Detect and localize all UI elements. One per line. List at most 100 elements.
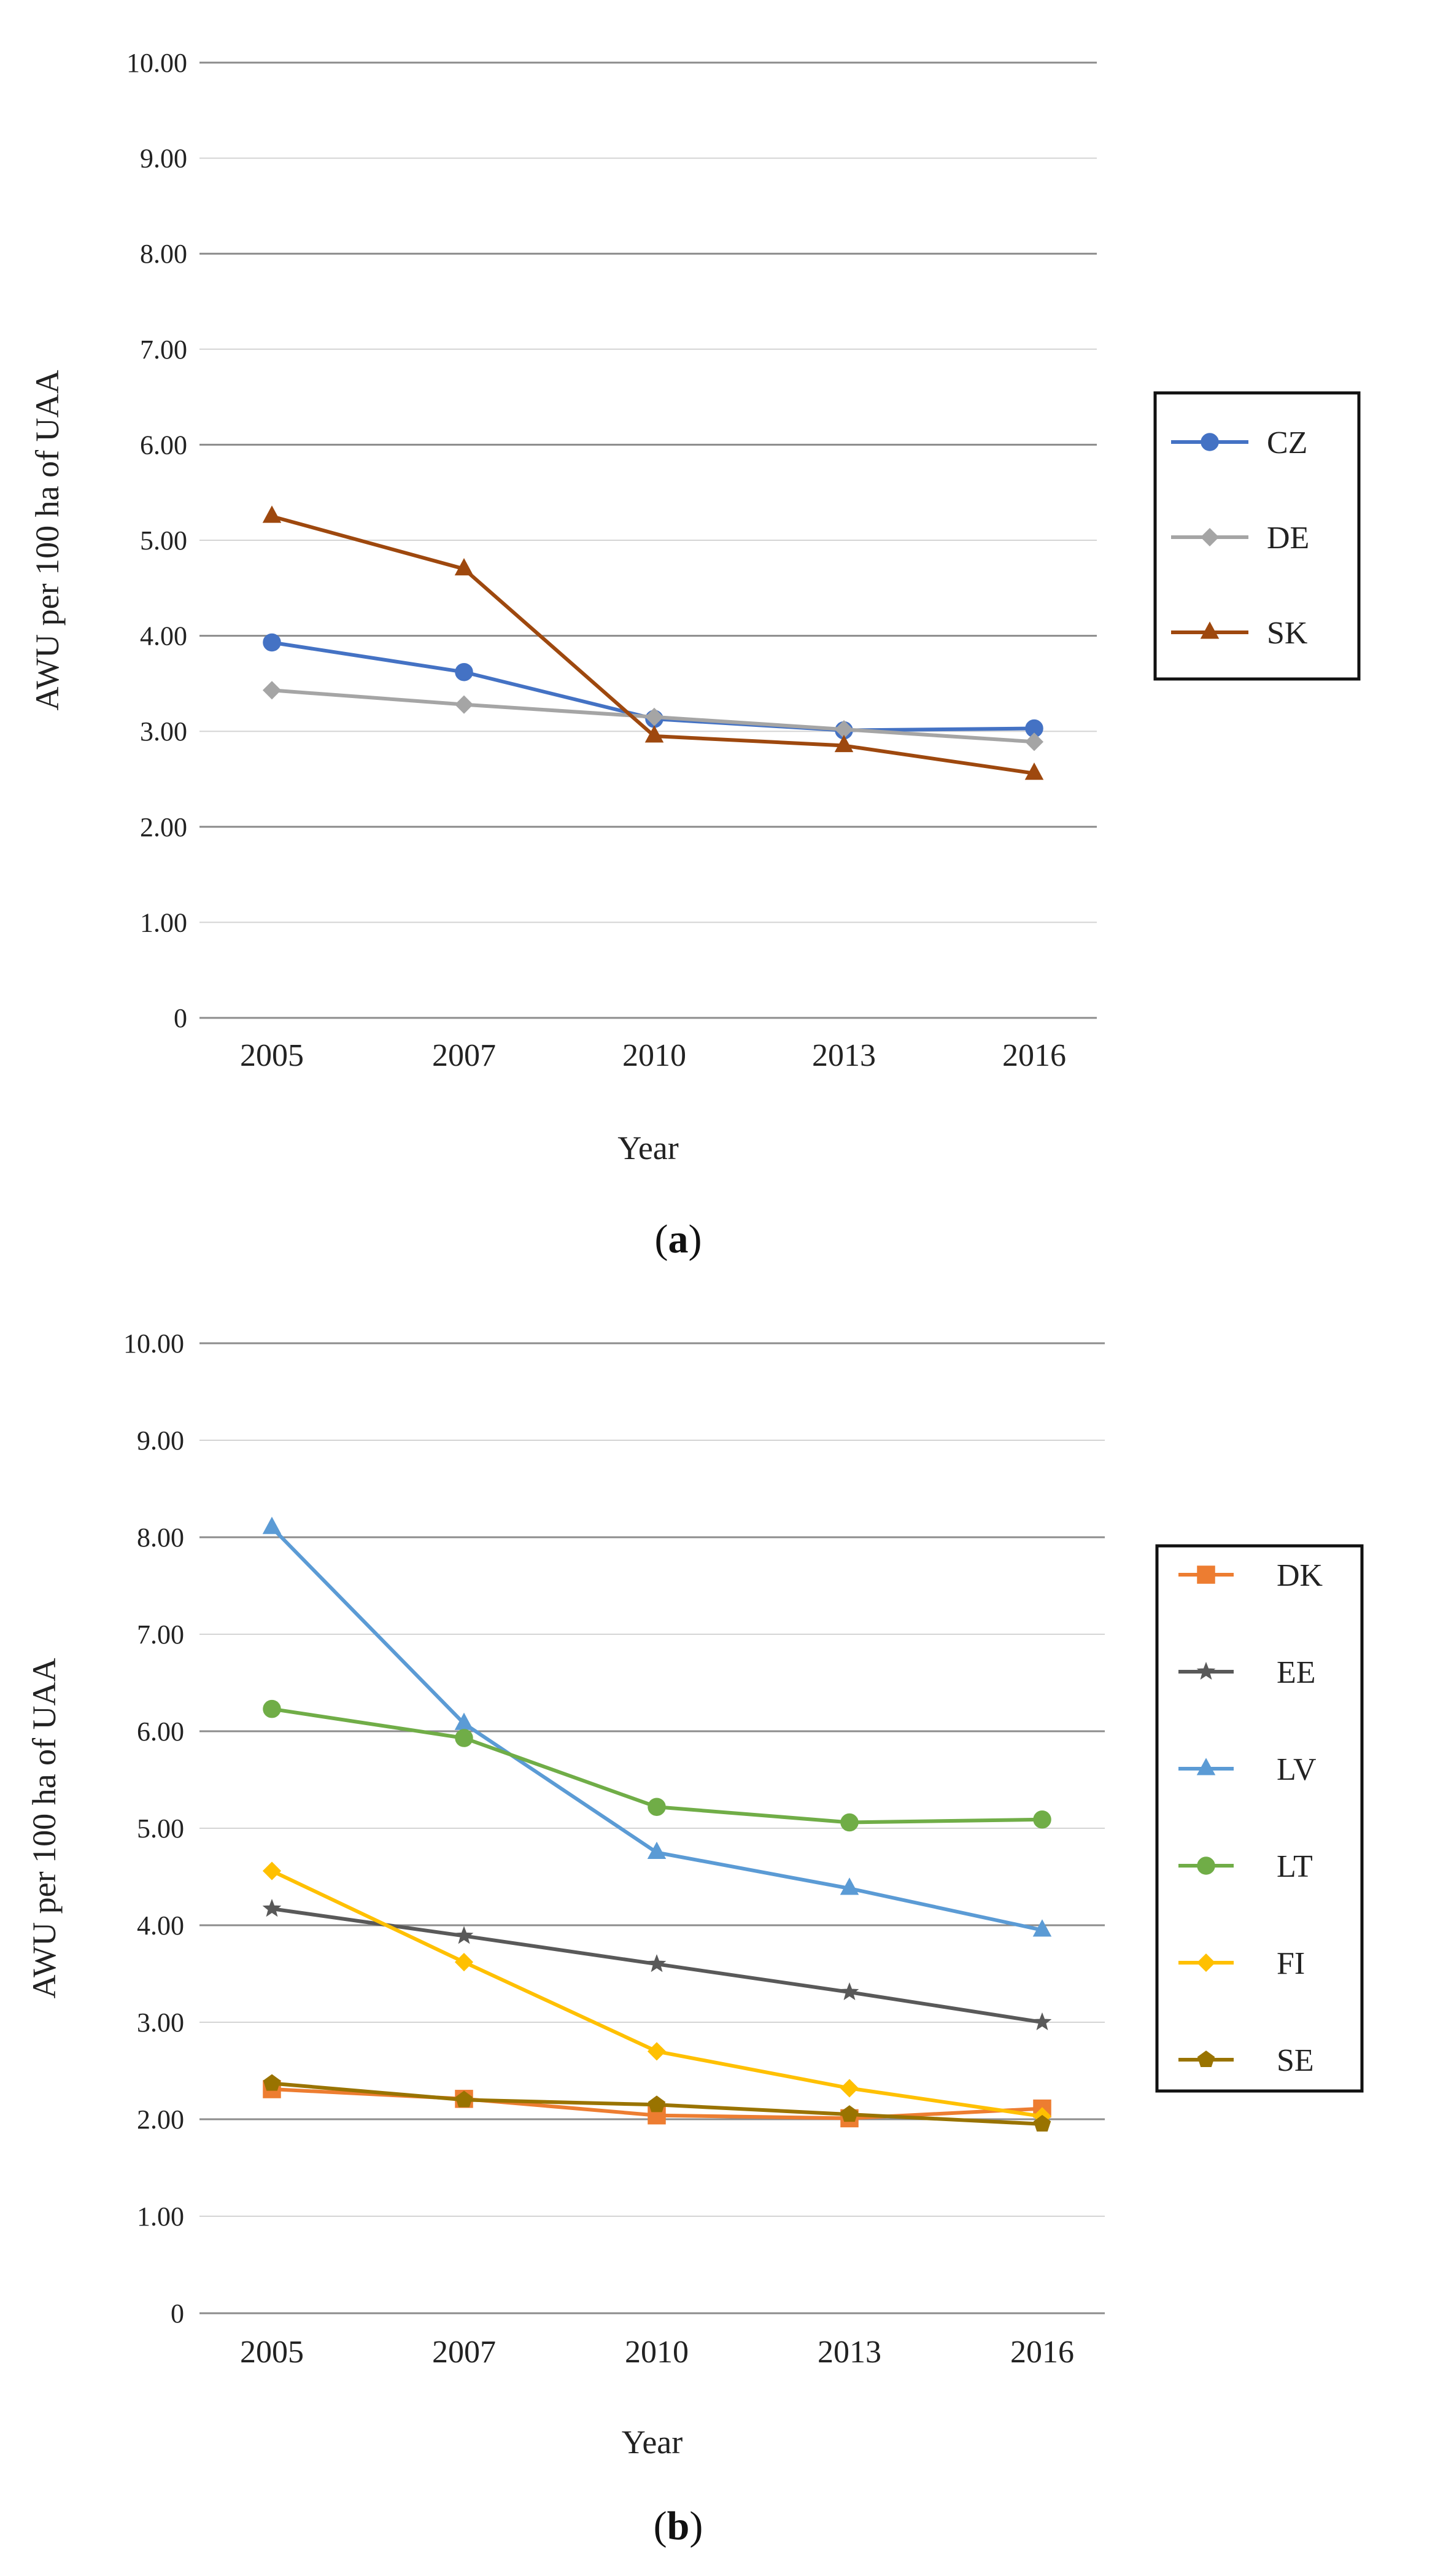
legend-item-se: SE bbox=[1178, 2043, 1314, 2078]
series-line bbox=[270, 1526, 1044, 1932]
x-tick-labels: 2005 2007 2010 2013 2016 bbox=[240, 1038, 1066, 1073]
y-tick-label: 3.00 bbox=[137, 2008, 184, 2038]
legend-frame bbox=[1155, 1544, 1364, 2093]
data-point bbox=[1024, 732, 1044, 751]
caption-close-paren: ) bbox=[689, 1217, 702, 1262]
y-tick-label: 5.00 bbox=[137, 1814, 184, 1844]
data-point bbox=[262, 1861, 282, 1880]
x-tick-label: 2007 bbox=[432, 2335, 496, 2370]
chart-caption: (a) bbox=[655, 1217, 702, 1262]
data-point bbox=[262, 1516, 282, 1534]
data-point bbox=[454, 1926, 474, 1944]
legend-label: SE bbox=[1277, 2043, 1314, 2078]
data-point bbox=[647, 2042, 667, 2061]
data-point bbox=[840, 1813, 859, 1832]
y-tick-label: 9.00 bbox=[140, 144, 187, 174]
x-axis-title: Year bbox=[617, 1130, 679, 1166]
legend-item-fi: FI bbox=[1178, 1946, 1305, 1981]
legend: DK EE LV LT FI SE bbox=[1155, 1544, 1364, 2093]
data-point bbox=[262, 681, 282, 700]
legend-label: SK bbox=[1267, 616, 1308, 651]
legend-item-sk: SK bbox=[1171, 616, 1308, 651]
y-tick-label: 8.00 bbox=[140, 239, 187, 269]
data-point bbox=[1032, 1919, 1052, 1937]
legend-marker bbox=[1197, 1856, 1215, 1875]
series-se bbox=[263, 2074, 1051, 2132]
x-tick-label: 2016 bbox=[1002, 1038, 1066, 1073]
y-tick-label: 1.00 bbox=[137, 2202, 184, 2232]
data-point bbox=[647, 1954, 667, 1973]
data-point bbox=[262, 505, 282, 523]
legend-label: LT bbox=[1277, 1849, 1313, 1884]
caption-open-paren: ( bbox=[654, 2504, 667, 2548]
y-tick-label: 3.00 bbox=[140, 716, 187, 747]
legend-marker bbox=[1201, 433, 1219, 451]
data-point bbox=[262, 1898, 282, 1917]
x-tick-label: 2010 bbox=[622, 1038, 686, 1073]
data-point bbox=[263, 1699, 281, 1718]
caption-letter: a bbox=[668, 1217, 689, 1262]
x-tick-label: 2010 bbox=[625, 2335, 689, 2370]
data-point bbox=[1033, 2114, 1051, 2132]
data-point bbox=[1033, 1810, 1051, 1829]
x-tick-label: 2013 bbox=[812, 1038, 876, 1073]
y-tick-label: 2.00 bbox=[140, 812, 187, 842]
legend-item-de: DE bbox=[1171, 521, 1309, 556]
data-point bbox=[455, 2090, 473, 2108]
y-tick-label: 0 bbox=[174, 1003, 187, 1033]
legend-marker bbox=[1197, 2050, 1215, 2068]
series-fi bbox=[262, 1861, 1052, 2126]
legend-marker bbox=[1200, 527, 1220, 547]
y-tick-label: 6.00 bbox=[137, 1717, 184, 1747]
data-point bbox=[840, 1877, 859, 1895]
series-lv bbox=[262, 1516, 1052, 1937]
y-tick-labels: 0 1.00 2.00 3.00 4.00 5.00 6.00 7.00 8.00 9.00 10.… bbox=[123, 1329, 184, 2329]
y-tick-label: 1.00 bbox=[140, 907, 187, 937]
legend-marker bbox=[1196, 1953, 1216, 1973]
series-sk bbox=[262, 505, 1044, 780]
legend-marker bbox=[1200, 621, 1220, 639]
caption-close-paren: ) bbox=[689, 2504, 703, 2548]
y-tick-label: 0 bbox=[171, 2299, 184, 2329]
y-tick-label: 5.00 bbox=[140, 526, 187, 556]
data-point bbox=[648, 1798, 666, 1816]
legend-label: CZ bbox=[1267, 425, 1307, 460]
y-tick-label: 4.00 bbox=[137, 1911, 184, 1941]
legend-item-cz: CZ bbox=[1171, 425, 1307, 460]
data-point bbox=[1032, 2012, 1052, 2031]
chart-b: 0 1.00 2.00 3.00 4.00 5.00 6.00 7.00 8.00 9.00 10.… bbox=[26, 1329, 1364, 2548]
x-tick-label: 2013 bbox=[818, 2335, 881, 2370]
x-tick-labels: 2005 2007 2010 2013 2016 bbox=[240, 2335, 1074, 2370]
legend-label: DK bbox=[1277, 1558, 1323, 1593]
data-point bbox=[454, 1952, 474, 1972]
data-point bbox=[454, 558, 474, 576]
legend-item-lt: LT bbox=[1178, 1849, 1313, 1884]
chart-caption: (b) bbox=[654, 2504, 703, 2548]
y-tick-label: 2.00 bbox=[137, 2105, 184, 2135]
legend-label: LV bbox=[1277, 1752, 1317, 1787]
data-point bbox=[1024, 762, 1044, 780]
legend-item-ee: EE bbox=[1178, 1655, 1316, 1690]
y-tick-label: 8.00 bbox=[137, 1523, 184, 1553]
x-tick-label: 2005 bbox=[240, 1038, 304, 1073]
data-point bbox=[647, 1841, 667, 1860]
legend-marker bbox=[1196, 1758, 1216, 1775]
gridlines bbox=[199, 1342, 1105, 2314]
series-de bbox=[262, 681, 1044, 751]
x-tick-label: 2007 bbox=[432, 1038, 496, 1073]
data-point bbox=[455, 1729, 473, 1747]
legend-label: FI bbox=[1277, 1946, 1305, 1981]
x-axis-title: Year bbox=[622, 2424, 683, 2461]
legend-marker bbox=[1196, 1661, 1216, 1680]
legend: CZ DE SK bbox=[1153, 391, 1361, 681]
data-point bbox=[840, 1982, 859, 2001]
y-tick-label: 10.00 bbox=[123, 1329, 184, 1359]
y-tick-label: 10.00 bbox=[126, 48, 187, 78]
y-axis-title: AWU per 100 ha of UAA bbox=[26, 1658, 63, 1998]
y-tick-label: 9.00 bbox=[137, 1426, 184, 1456]
y-axis-title: AWU per 100 ha of UAA bbox=[29, 370, 66, 710]
y-tick-label: 7.00 bbox=[137, 1620, 184, 1650]
data-point bbox=[263, 2074, 281, 2091]
y-tick-label: 6.00 bbox=[140, 430, 187, 460]
